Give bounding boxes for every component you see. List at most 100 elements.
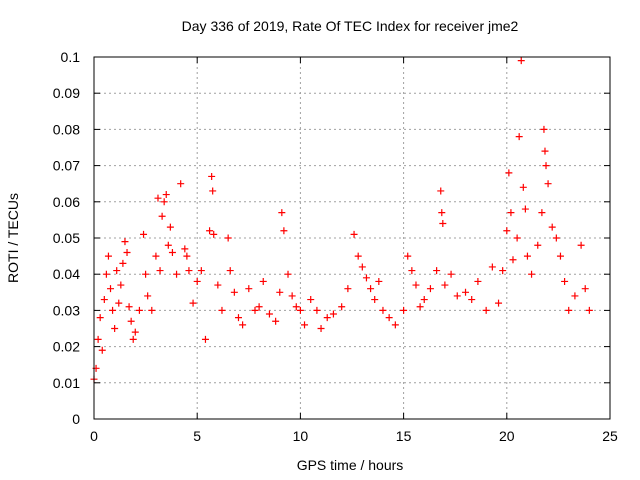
y-tick-labels: 0 0.01 0.02 0.03 0.04 0.05 0.06 0.07 0.08 0.09 0.1 <box>53 49 80 427</box>
data-point <box>181 245 189 253</box>
data-point <box>135 306 143 314</box>
y-tick-label: 0.08 <box>53 121 80 137</box>
x-tick-label: 10 <box>293 428 309 444</box>
data-point <box>296 306 304 314</box>
data-point <box>224 234 232 242</box>
data-point <box>158 212 166 220</box>
y-tick-label: 0.1 <box>61 49 81 65</box>
data-point <box>177 180 185 188</box>
data-point <box>433 267 441 275</box>
data-point <box>408 267 416 275</box>
data-point <box>503 227 511 235</box>
data-point <box>517 57 525 65</box>
data-point <box>121 238 129 246</box>
data-point <box>131 328 139 336</box>
data-point <box>338 303 346 311</box>
data-point <box>193 277 201 285</box>
data-point <box>462 288 470 296</box>
data-point <box>437 187 445 195</box>
data-point <box>301 321 309 329</box>
data-point <box>206 227 214 235</box>
data-point <box>107 285 115 293</box>
data-point <box>162 191 170 199</box>
data-point <box>544 180 552 188</box>
data-point <box>585 306 593 314</box>
y-tick-label: 0.02 <box>53 339 80 355</box>
data-point <box>142 270 150 278</box>
data-point <box>329 310 337 318</box>
data-point <box>521 205 529 213</box>
data-point <box>185 267 193 275</box>
data-point <box>201 335 209 343</box>
data-point <box>416 303 424 311</box>
y-tick-label: 0.03 <box>53 302 80 318</box>
data-point <box>251 306 259 314</box>
data-point <box>488 263 496 271</box>
data-point <box>123 248 131 256</box>
data-point <box>102 270 110 278</box>
data-point <box>523 252 531 260</box>
data-point <box>255 303 263 311</box>
data-point <box>561 277 569 285</box>
data-point <box>234 314 242 322</box>
data-point <box>148 306 156 314</box>
data-point <box>313 306 321 314</box>
data-point <box>371 296 379 304</box>
data-point <box>230 288 238 296</box>
data-point <box>548 223 556 231</box>
x-tick-label: 15 <box>396 428 412 444</box>
data-point <box>292 303 300 311</box>
data-point <box>344 285 352 293</box>
data-point <box>166 223 174 231</box>
data-point <box>152 252 160 260</box>
x-tick-label: 20 <box>499 428 515 444</box>
grid-lines <box>94 57 610 419</box>
data-point <box>278 209 286 217</box>
data-point <box>125 303 133 311</box>
data-point <box>218 306 226 314</box>
axis-ticks <box>93 56 611 420</box>
data-point <box>439 220 447 228</box>
data-point <box>412 281 420 289</box>
y-tick-label: 0.05 <box>53 230 80 246</box>
data-point <box>98 346 106 354</box>
data-point <box>556 252 564 260</box>
data-point <box>259 277 267 285</box>
data-point <box>127 317 135 325</box>
data-point <box>577 241 585 249</box>
data-point <box>317 325 325 332</box>
data-point <box>519 183 527 191</box>
data-point <box>542 162 550 170</box>
data-point <box>482 306 490 314</box>
data-point <box>404 252 412 260</box>
data-point <box>245 285 253 293</box>
data-point <box>350 230 358 238</box>
x-tick-label: 0 <box>90 428 98 444</box>
chart-title: Day 336 of 2019, Rate Of TEC Index for r… <box>182 18 519 34</box>
data-point <box>362 274 370 282</box>
data-point <box>280 227 288 235</box>
data-point <box>111 325 119 332</box>
data-point <box>538 209 546 217</box>
data-point <box>100 296 108 304</box>
data-point <box>164 241 172 249</box>
data-point <box>528 270 536 278</box>
data-point <box>156 267 164 275</box>
y-tick-label: 0.07 <box>53 158 80 174</box>
data-point <box>534 241 542 249</box>
data-point <box>226 267 234 275</box>
data-point <box>438 209 446 217</box>
data-point <box>189 299 197 307</box>
data-point <box>129 335 137 343</box>
data-point <box>265 310 273 318</box>
data-point <box>288 292 296 300</box>
data-point <box>375 277 383 285</box>
data-point <box>379 306 387 314</box>
y-tick-label: 0.04 <box>53 266 80 282</box>
data-point <box>144 292 152 300</box>
data-point <box>400 306 408 314</box>
data-point <box>515 133 523 141</box>
data-point <box>104 252 112 260</box>
data-point <box>168 248 176 256</box>
